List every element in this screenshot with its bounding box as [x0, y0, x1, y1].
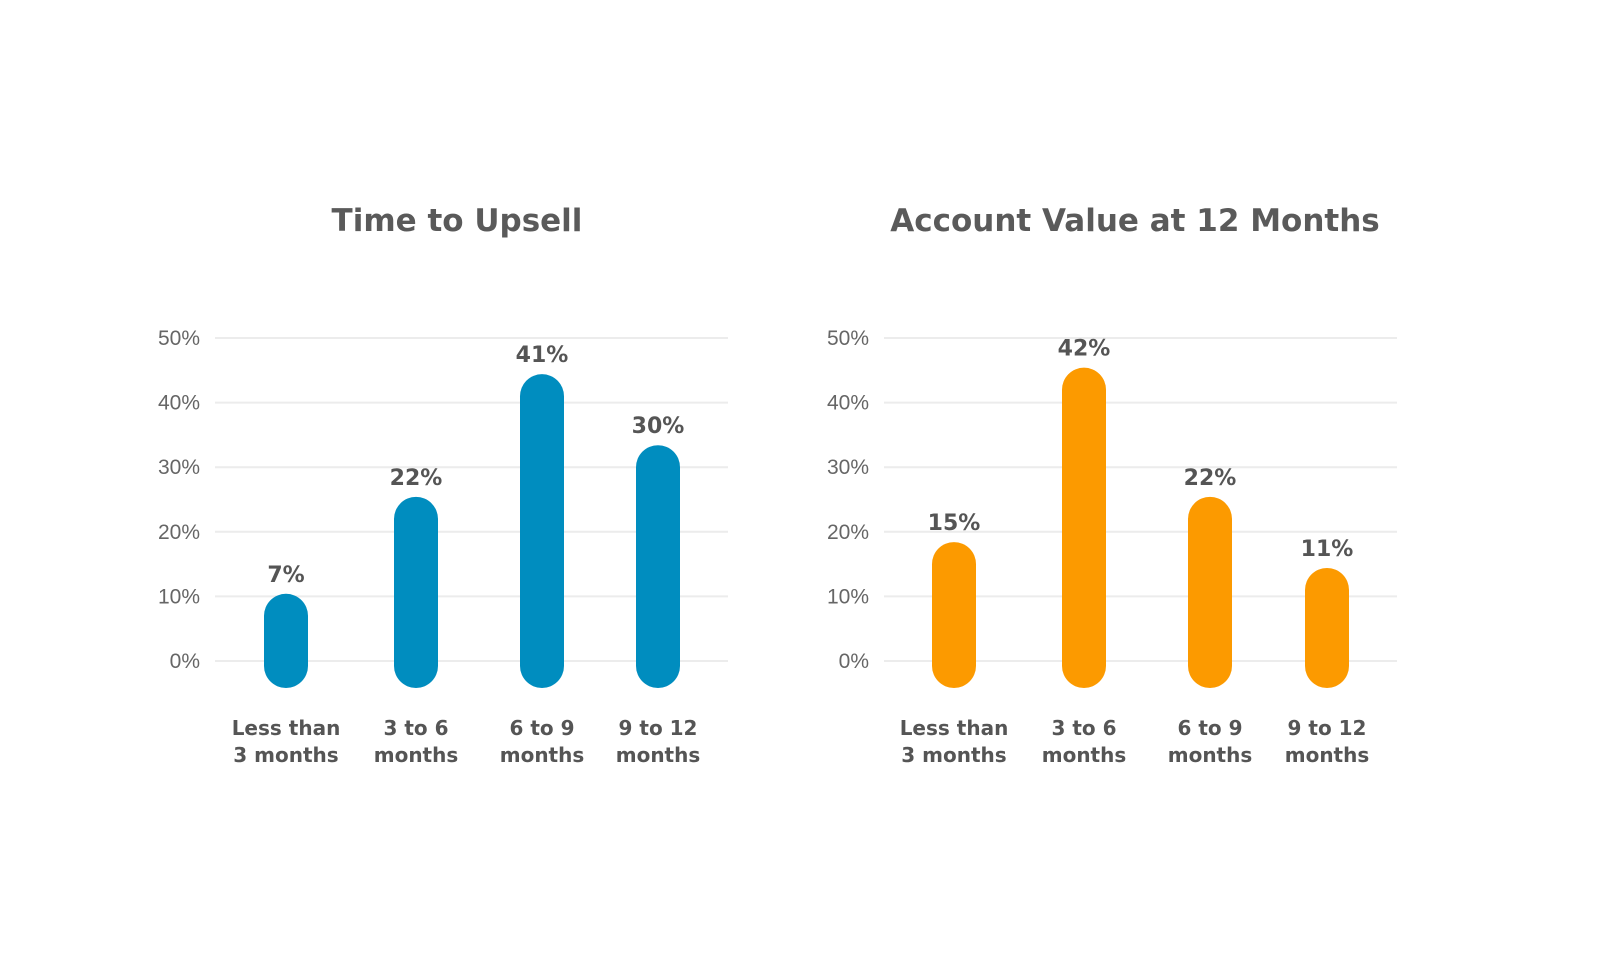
bar [394, 496, 438, 688]
y-tick-label: 30% [158, 456, 200, 479]
account-value-chart: Account Value at 12 Months 0% 10% 20% 30% 40… [827, 203, 1397, 767]
x-category-label: 3 to 6 [383, 716, 448, 740]
x-category-label: 3 to 6 [1051, 716, 1116, 740]
value-label: 41% [516, 343, 569, 368]
x-category-label: Less than [900, 716, 1009, 740]
y-tick-label: 0% [839, 650, 869, 673]
value-labels: 7% 22% 41% 30% [267, 343, 684, 588]
chart-title: Account Value at 12 Months [890, 203, 1380, 239]
x-category-label: months [1042, 743, 1127, 767]
bars [264, 374, 680, 688]
y-tick-label: 50% [827, 327, 869, 350]
bar [264, 593, 308, 688]
x-category-label: months [374, 743, 459, 767]
bar [1188, 496, 1232, 688]
y-tick-label: 30% [827, 456, 869, 479]
x-category-label: months [1285, 743, 1370, 767]
y-tick-label: 10% [827, 585, 869, 608]
value-label: 22% [390, 466, 443, 491]
x-category-label: 6 to 9 [1177, 716, 1242, 740]
bar [520, 374, 564, 688]
value-label: 42% [1058, 337, 1111, 362]
x-category-label: months [616, 743, 701, 767]
x-category-label: 9 to 12 [1288, 716, 1367, 740]
bar [636, 445, 680, 688]
value-label: 30% [632, 414, 685, 439]
x-category-label: 9 to 12 [619, 716, 698, 740]
value-labels: 15% 42% 22% 11% [928, 337, 1354, 562]
value-label: 22% [1184, 466, 1237, 491]
y-tick-label: 40% [827, 392, 869, 415]
y-tick-label: 20% [158, 521, 200, 544]
x-category-label: 3 months [901, 743, 1006, 767]
x-category-label: months [500, 743, 585, 767]
bar [1062, 367, 1106, 688]
x-category-label: Less than [232, 716, 341, 740]
value-label: 11% [1301, 537, 1354, 562]
y-tick-label: 20% [827, 521, 869, 544]
y-tick-label: 0% [170, 650, 200, 673]
value-label: 15% [928, 511, 981, 536]
bars [932, 367, 1349, 688]
y-axis-ticks: 0% 10% 20% 30% 40% 50% [827, 327, 869, 673]
y-tick-label: 50% [158, 327, 200, 350]
x-category-label: 3 months [233, 743, 338, 767]
y-tick-label: 10% [158, 585, 200, 608]
x-axis-labels: Less than 3 months 3 to 6 months 6 to 9 month… [900, 716, 1370, 767]
y-axis-ticks: 0% 10% 20% 30% 40% 50% [158, 327, 200, 673]
bar [932, 542, 976, 688]
value-label: 7% [267, 563, 304, 588]
x-axis-labels: Less than 3 months 3 to 6 months 6 to 9 month… [232, 716, 701, 767]
x-category-label: 6 to 9 [509, 716, 574, 740]
bar [1305, 567, 1349, 688]
y-tick-label: 40% [158, 392, 200, 415]
chart-title: Time to Upsell [332, 203, 583, 239]
time-to-upsell-chart: Time to Upsell 0% 10% 20% 30% 40% 50% 7% 22% 41… [158, 203, 728, 767]
x-category-label: months [1168, 743, 1253, 767]
